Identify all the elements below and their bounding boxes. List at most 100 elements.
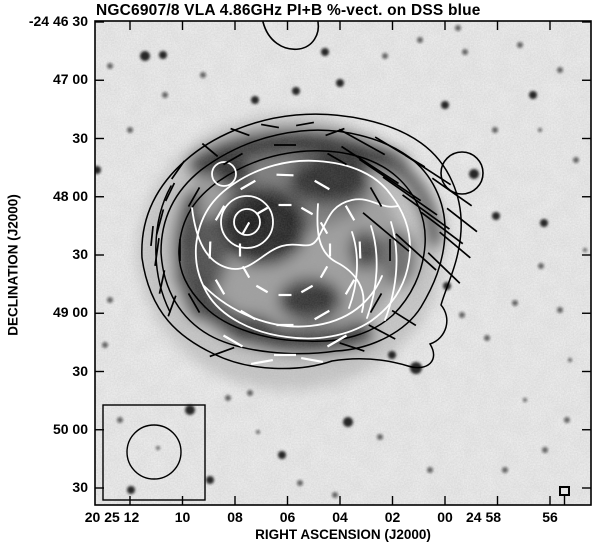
polarization-vector	[187, 293, 201, 313]
x-tick-label: 10	[174, 509, 191, 525]
x-tick-label: 00	[437, 509, 453, 525]
star	[459, 312, 465, 318]
noise-texture-fine	[95, 21, 591, 505]
star	[484, 335, 490, 341]
star	[568, 358, 572, 362]
radio-contour	[440, 151, 484, 195]
polarization-vector	[164, 182, 176, 202]
y-tick-label: 48 00	[52, 187, 88, 204]
star	[377, 434, 383, 440]
y-tick-label: 30	[72, 362, 88, 379]
axis-ticks	[95, 21, 591, 505]
beam-inset-box	[102, 404, 206, 501]
polarization-vector	[382, 176, 438, 216]
radio-contour	[348, 231, 358, 309]
y-tick-label: -24 46 30	[28, 13, 88, 29]
x-tick-label: 02	[384, 509, 401, 525]
star	[427, 467, 433, 473]
polarization-vector	[439, 231, 471, 259]
polarization-vector	[240, 179, 256, 191]
polarization-vector	[339, 342, 365, 352]
polarization-vector	[314, 179, 330, 191]
star	[156, 446, 160, 450]
star	[538, 128, 542, 132]
polarization-vector	[402, 194, 450, 230]
polarization-vector	[314, 309, 330, 321]
polarization-vector	[369, 187, 383, 207]
polarization-vector	[201, 142, 219, 158]
star	[517, 42, 523, 48]
star	[102, 342, 108, 348]
radio-contour	[141, 113, 462, 370]
radio-contour	[211, 161, 237, 187]
polarization-vector	[155, 209, 165, 235]
star	[557, 67, 563, 73]
star	[107, 63, 113, 69]
polarization-vector	[344, 279, 356, 295]
star	[185, 405, 195, 415]
polarization-vector	[300, 284, 314, 294]
y-tick-label: 30	[72, 246, 88, 262]
star	[462, 49, 468, 55]
star	[247, 390, 253, 396]
star	[206, 476, 214, 484]
polarization-vector	[338, 128, 386, 156]
radio-contour	[233, 208, 261, 236]
star	[321, 48, 329, 56]
star	[502, 467, 508, 473]
figure-title: NGC6907/8 VLA 4.86GHz PI+B %-vect. on DS…	[96, 2, 481, 19]
star	[540, 219, 548, 227]
polarization-vector	[260, 123, 280, 129]
polarization-vector	[276, 173, 294, 177]
star	[538, 263, 544, 269]
polarization-vector	[222, 334, 244, 348]
star	[95, 166, 101, 174]
polarization-vector	[208, 241, 212, 259]
radio-contour	[191, 198, 399, 270]
star	[127, 127, 133, 133]
star	[278, 451, 286, 459]
star	[343, 417, 353, 427]
star	[292, 87, 300, 95]
star	[512, 300, 518, 306]
polarization-vector	[241, 265, 251, 279]
star	[256, 430, 260, 434]
star	[159, 51, 167, 59]
star	[455, 25, 461, 31]
polarization-vector	[158, 270, 166, 294]
polarization-vector	[319, 221, 329, 235]
polarization-vector	[369, 293, 383, 313]
y-tick-label: 49 00	[52, 304, 88, 321]
radio-contour	[316, 203, 365, 313]
star	[557, 307, 563, 313]
polarization-vector	[300, 357, 324, 363]
star	[117, 417, 123, 423]
polarization-vector	[150, 225, 154, 247]
polarization-vector	[250, 359, 274, 365]
star	[162, 92, 168, 98]
polarization-vector	[223, 152, 243, 166]
star	[523, 398, 527, 402]
radio-contour	[384, 221, 398, 321]
star	[441, 101, 449, 109]
polarization-vector	[241, 221, 251, 235]
polarization-vector	[170, 160, 186, 180]
polarization-vector	[255, 284, 269, 294]
star	[529, 91, 537, 99]
radio-contour	[194, 159, 411, 340]
field-marker	[559, 486, 570, 505]
star	[492, 212, 500, 220]
radio-contour	[366, 225, 378, 319]
star	[251, 96, 259, 104]
star	[297, 480, 303, 486]
x-tick-label: 56	[542, 509, 558, 525]
polarization-vector	[327, 152, 347, 166]
star	[542, 447, 548, 453]
star	[200, 72, 206, 78]
polarization-vector	[326, 334, 348, 348]
star	[140, 51, 150, 61]
star	[573, 157, 579, 163]
beam-inset	[102, 404, 206, 501]
